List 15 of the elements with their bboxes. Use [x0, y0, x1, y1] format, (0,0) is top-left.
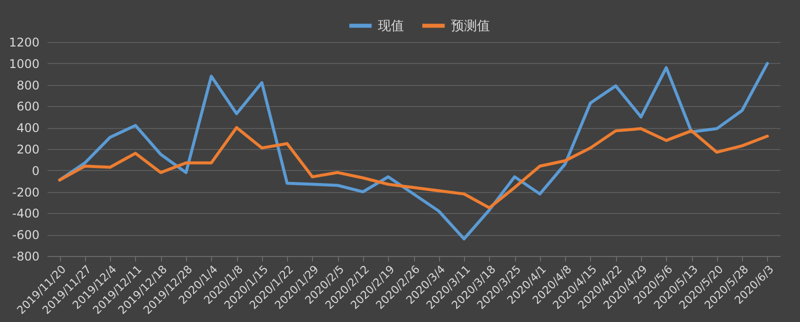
y-tick-label: 0	[32, 164, 40, 178]
legend-label: 预测值	[451, 18, 490, 34]
y-tick-label: -800	[12, 250, 40, 264]
y-tick-label: 1200	[8, 36, 40, 50]
line-series	[58, 62, 769, 240]
y-tick-label: -200	[12, 185, 40, 200]
y-tick-label: 600	[16, 100, 40, 114]
y-tick-label: -400	[12, 206, 40, 221]
y-tick-label: 400	[16, 121, 40, 136]
y-tick-label: 800	[16, 78, 40, 92]
y-tick-label: 200	[16, 142, 40, 156]
y-tick-label: -600	[12, 228, 40, 242]
line-series	[58, 126, 769, 210]
y-tick-label: 1000	[8, 56, 40, 71]
legend-label: 现值	[378, 18, 404, 34]
